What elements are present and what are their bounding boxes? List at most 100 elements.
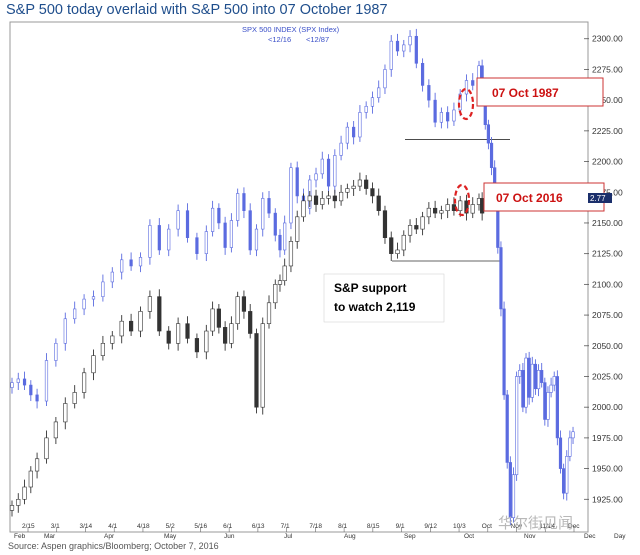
data-point <box>242 193 246 211</box>
data-point <box>44 437 49 460</box>
data-point <box>267 198 271 214</box>
data-point <box>138 257 143 267</box>
data-point <box>446 112 450 122</box>
data-point <box>167 228 171 251</box>
data-point <box>100 343 105 356</box>
data-point <box>129 320 134 332</box>
x-tick-label: Nov <box>511 523 523 530</box>
data-point <box>295 216 300 242</box>
data-point <box>320 158 324 175</box>
data-point <box>261 198 265 230</box>
x-month-label: Apr <box>104 533 115 540</box>
data-point <box>332 195 337 202</box>
data-point <box>53 421 58 439</box>
x-month-label: Aug <box>344 533 356 540</box>
data-point <box>248 311 253 334</box>
x-tick-label: 3/14 <box>79 523 92 530</box>
data-point <box>235 296 240 324</box>
data-point <box>508 462 512 519</box>
y-axis: 1925.00 1950.00 1975.00 2000.00 2025.00 2050.… <box>584 34 623 504</box>
data-point <box>282 265 287 281</box>
y-tick-label: 1975.00 <box>592 433 623 443</box>
data-point <box>16 498 21 506</box>
y-tick-label: 2275.00 <box>592 64 623 74</box>
x-tick-label: 9/12 <box>424 523 437 530</box>
data-point <box>110 335 115 344</box>
y-tick-label: 1925.00 <box>592 494 623 504</box>
x-tick-label: 11/14 <box>539 523 555 530</box>
data-point <box>518 370 522 377</box>
data-point <box>120 259 124 273</box>
y-tick-label: 2025.00 <box>592 371 623 381</box>
y-tick-label: 2075.00 <box>592 310 623 320</box>
data-point <box>333 155 337 187</box>
x-axis: 2/15 3/1 3/14 4/1 4/18 5/2 5/16 6/1 6/13 7/1 7/18 8… <box>14 523 626 540</box>
x-tick-label: 9/1 <box>396 523 405 530</box>
x-tick-label: 5/2 <box>166 523 175 530</box>
series-2016 <box>9 172 485 517</box>
data-point <box>433 207 438 214</box>
callout-2016-label: 07 Oct 2016 <box>496 191 563 205</box>
data-point <box>314 173 318 181</box>
x-tick-label: 2/15 <box>22 523 35 530</box>
data-point <box>420 216 425 230</box>
data-point <box>313 195 319 205</box>
data-point <box>241 296 247 312</box>
data-point <box>515 376 519 476</box>
index-date-1: <12/16 <box>268 35 291 44</box>
plot-frame <box>9 21 589 533</box>
oct-2016-highlight <box>453 183 471 217</box>
data-point <box>338 191 344 202</box>
y-tick-label: 2000.00 <box>592 402 623 412</box>
watermark: 华尔街见闻 <box>498 515 574 532</box>
x-tick-label: 6/13 <box>252 523 265 530</box>
data-point <box>407 225 413 236</box>
data-point <box>345 188 350 193</box>
data-point <box>357 179 363 187</box>
data-point <box>383 69 387 89</box>
data-point <box>326 158 331 187</box>
data-point <box>370 97 375 107</box>
data-point <box>63 318 67 344</box>
data-point <box>464 200 469 214</box>
data-point <box>54 343 58 361</box>
data-point <box>339 142 343 156</box>
data-point <box>129 259 133 267</box>
data-point <box>464 80 469 95</box>
data-point <box>307 195 312 202</box>
data-point <box>502 308 506 396</box>
y-tick-label: 2200.00 <box>592 157 623 167</box>
x-tick-label: 5/16 <box>194 523 207 530</box>
data-point <box>401 234 406 251</box>
data-point <box>521 370 525 408</box>
data-point <box>81 372 87 393</box>
data-point <box>204 330 209 353</box>
data-point <box>524 357 528 408</box>
data-point <box>395 249 400 254</box>
data-point <box>236 193 240 221</box>
data-point <box>568 437 572 457</box>
data-point <box>426 207 431 218</box>
series-1987 <box>10 28 575 526</box>
data-point <box>565 456 569 494</box>
data-point <box>204 231 208 254</box>
y-tick-label: 2300.00 <box>592 34 623 44</box>
data-point <box>376 195 381 211</box>
data-point <box>35 394 39 402</box>
data-point <box>389 237 394 254</box>
data-point <box>452 109 456 122</box>
data-point <box>439 112 443 123</box>
data-point <box>223 222 227 248</box>
x-month-label: Sep <box>404 533 416 540</box>
data-point <box>34 458 40 472</box>
data-point <box>101 281 105 297</box>
data-point <box>148 225 152 258</box>
support-line-1: S&P support <box>334 281 406 295</box>
y-tick-label: 2250.00 <box>592 95 623 105</box>
data-point <box>254 333 259 408</box>
data-point <box>364 179 369 189</box>
data-point <box>147 296 153 312</box>
data-point <box>527 357 531 398</box>
x-month-label: Feb <box>14 533 26 540</box>
x-month-label: Dec <box>584 533 596 540</box>
